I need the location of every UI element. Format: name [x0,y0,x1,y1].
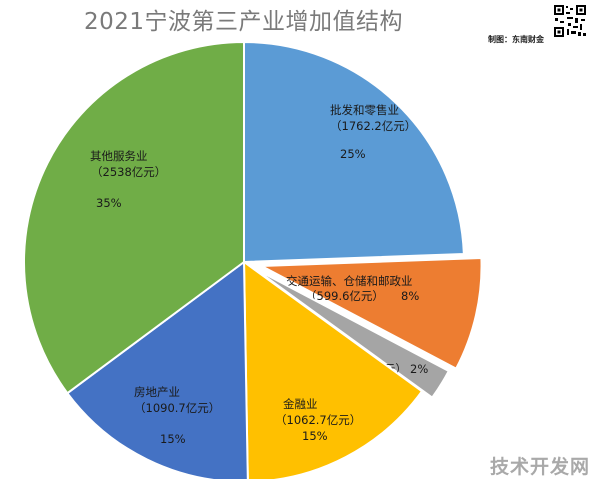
slice-name-label-5: 房地产业 [134,385,180,399]
chart-title: 2021宁波第三产业增加值结构 [84,9,404,35]
slice-value-label-6: （2538亿元） [91,165,166,179]
credit-text: 制图：东南财金 [488,35,544,44]
pie-slice-2 [257,256,483,370]
pie-slice-4 [242,260,424,479]
slice-percent-label-1: 25% [340,147,366,161]
slice-value-label-5: （1090.7亿元） [134,401,220,415]
slice-percent-label-3: 2% [410,362,428,376]
pie-slice-3 [253,267,451,400]
slice-percent-label-4: 15% [302,429,328,443]
slice-name-label-1: 批发和零售业 [330,103,399,117]
slice-value-label-4: （1062.7亿元） [275,413,361,427]
slice-name-label-4: 金融业 [283,397,318,411]
slice-value-label-1: （1762.2亿元） [330,119,416,133]
pie-slice-1 [243,40,465,264]
slice-percent-label-2: 8% [401,289,419,303]
slice-name-label-6: 其他服务业 [90,149,148,163]
pie-slice-6 [23,40,245,395]
qr-code-icon [553,4,587,38]
slice-name-label-2: 交通运输、仓储和邮政业 [286,274,413,288]
slice-percent-label-5: 15% [160,432,186,446]
slice-value-label-2: （599.6亿元） [305,289,384,303]
watermark-text: 技术开发网 [490,456,591,478]
slice-percent-label-6: 35% [96,196,122,210]
pie-slice-5 [65,260,249,479]
